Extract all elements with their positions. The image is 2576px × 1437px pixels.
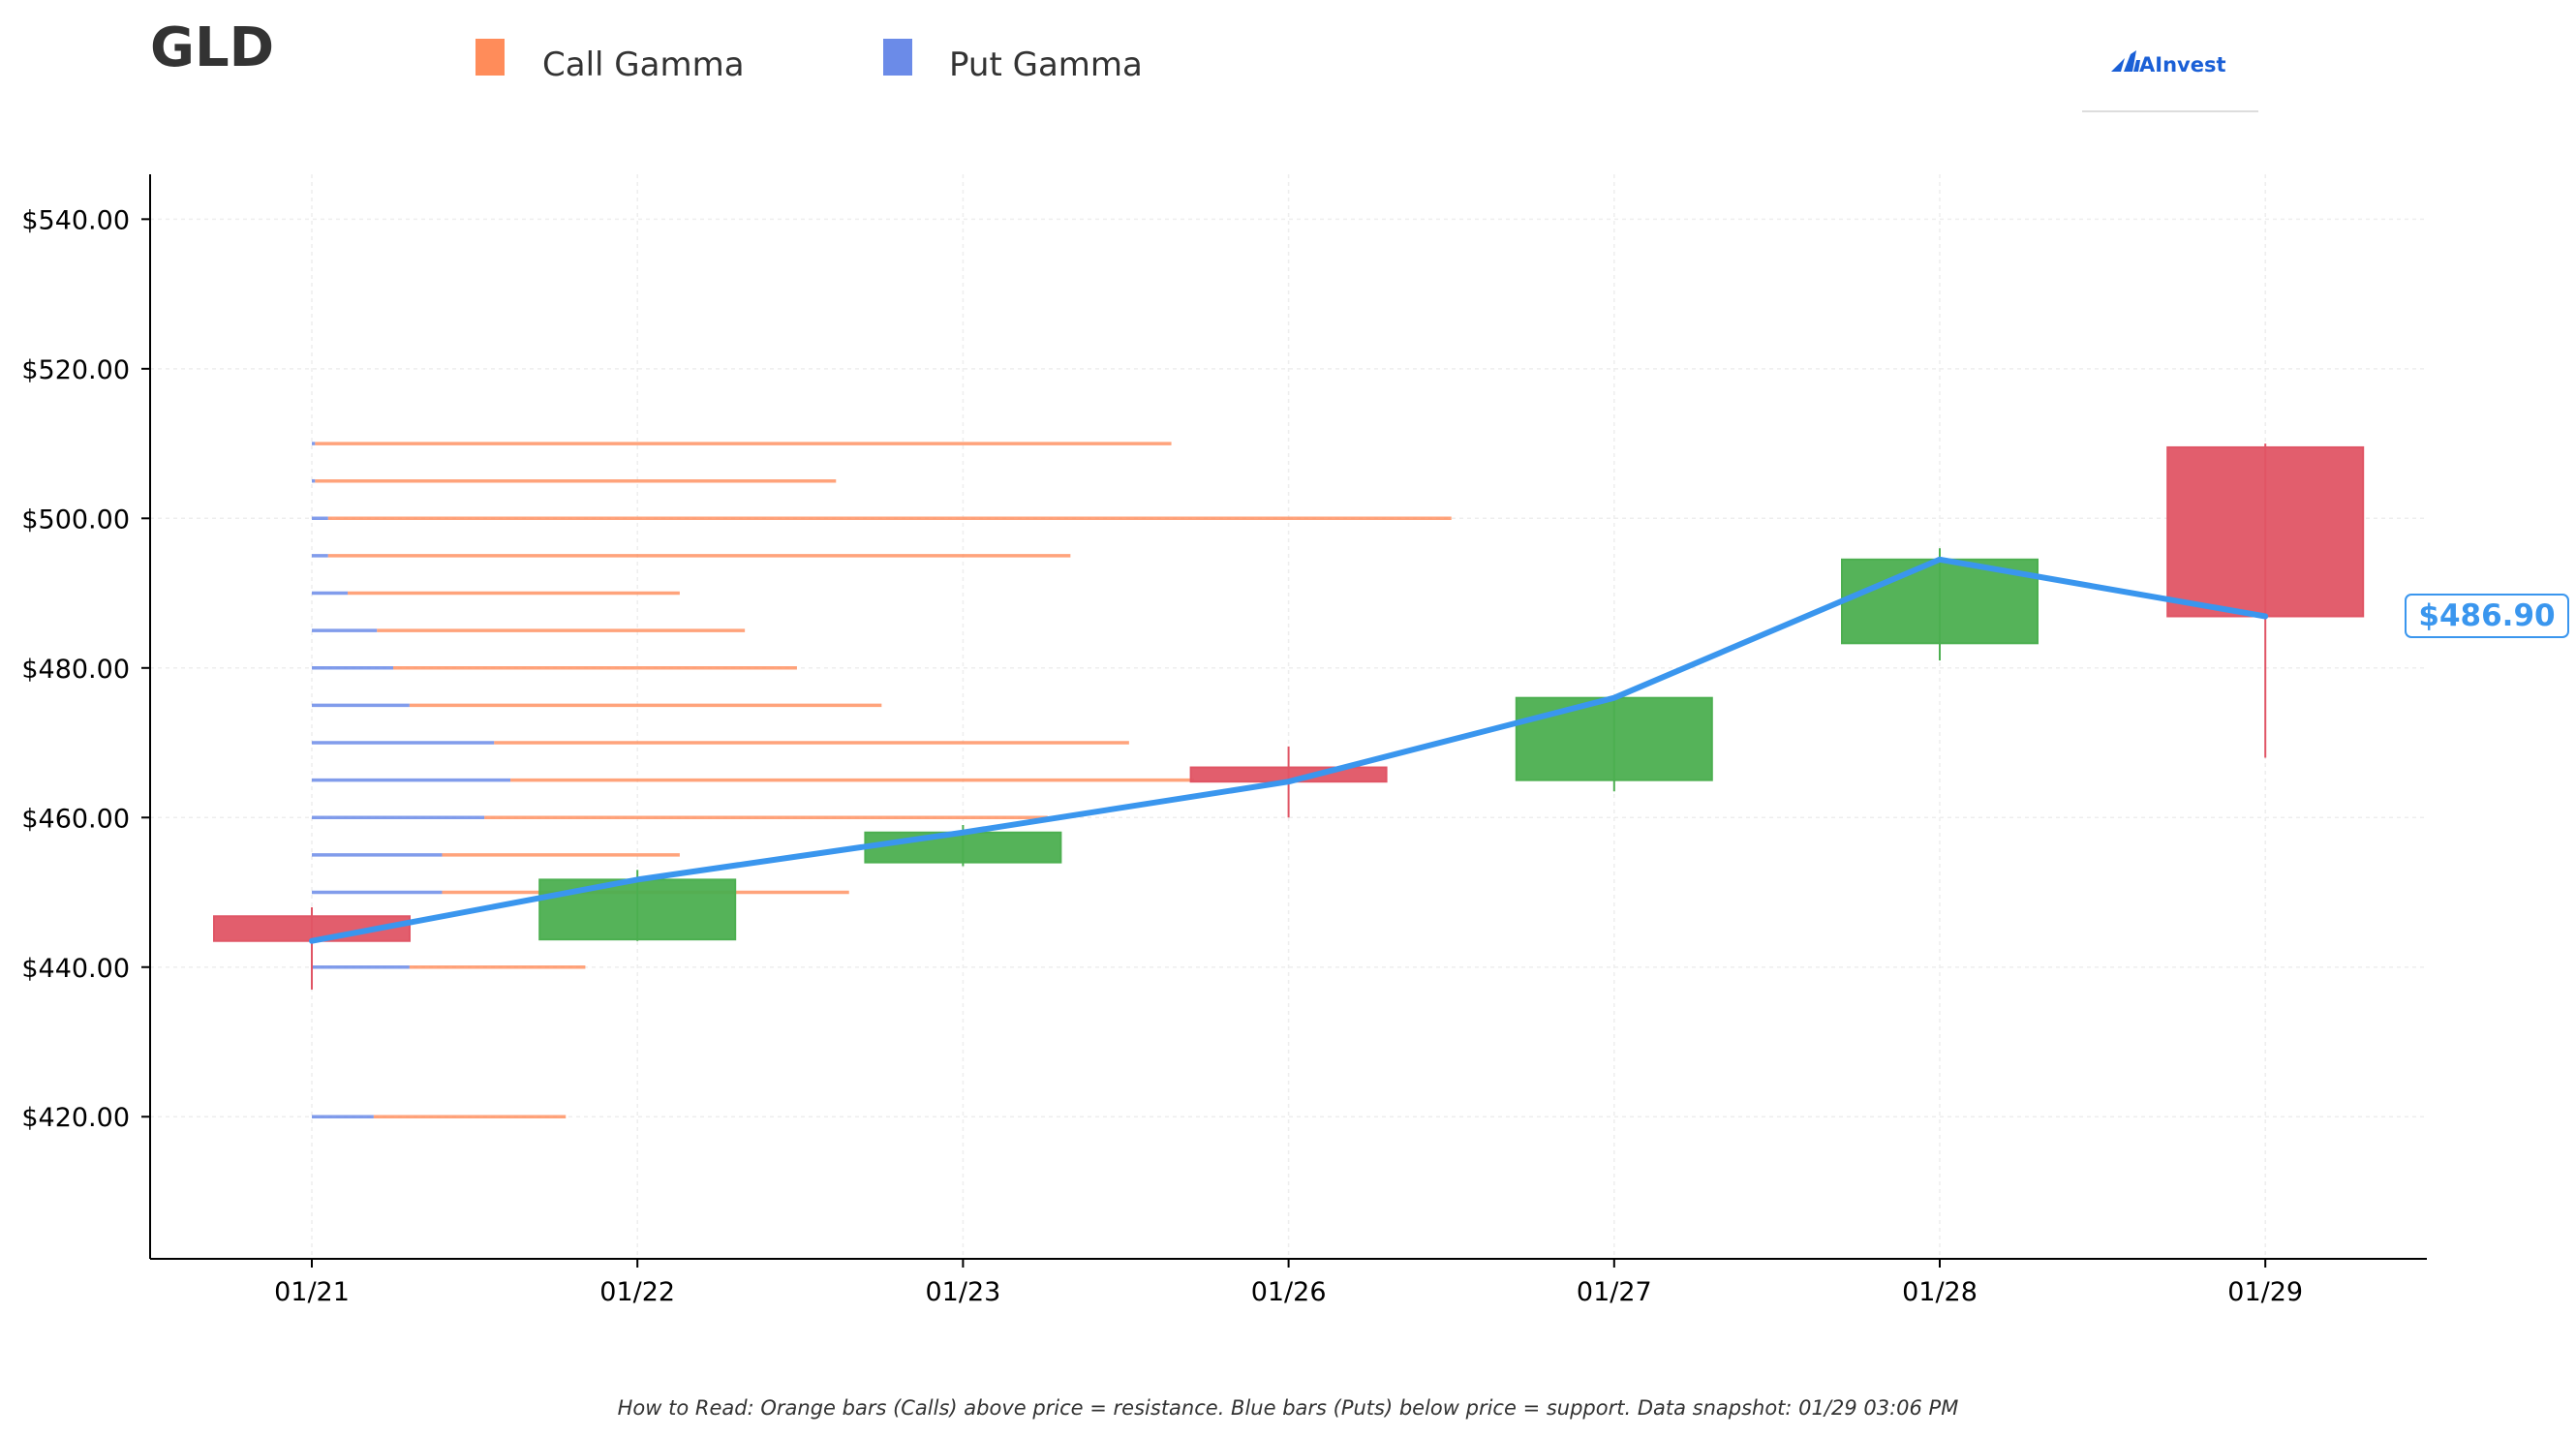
y-tick-label: $460.00 (21, 804, 130, 834)
y-tick-label: $420.00 (21, 1103, 130, 1133)
current-price-label: $486.90 (2418, 598, 2555, 633)
x-tick-label: 01/22 (599, 1277, 675, 1307)
x-tick-label: 01/23 (925, 1277, 1000, 1307)
legend-call-swatch (475, 39, 505, 76)
x-tick-label: 01/21 (274, 1277, 350, 1307)
y-tick-label: $540.00 (21, 205, 130, 235)
axes: $420.00 $440.00 $460.00 $480.00 $500.00 $520.… (21, 174, 2427, 1307)
price-line-layer (309, 556, 2269, 944)
current-price-badge: $486.90 (2405, 594, 2569, 638)
candle-body (538, 878, 737, 941)
price-line (309, 556, 2269, 944)
candle-body (864, 831, 1062, 864)
grid (150, 174, 2427, 1259)
footnote: How to Read: Orange bars (Calls) above p… (618, 1396, 1959, 1420)
legend-call-label: Call Gamma (542, 46, 745, 84)
x-tick-label: 01/27 (1577, 1277, 1652, 1307)
gamma-bars (312, 442, 1452, 1118)
x-tick-label: 01/26 (1251, 1277, 1327, 1307)
logo-text: AInvest (2139, 53, 2226, 76)
chart-title: GLD (150, 16, 274, 79)
y-tick-label: $440.00 (21, 954, 130, 984)
y-tick-label: $500.00 (21, 504, 130, 535)
legend-put-swatch (883, 39, 912, 76)
candle-body (2166, 445, 2365, 618)
y-tick-label: $480.00 (21, 655, 130, 685)
y-tick-label: $520.00 (21, 355, 130, 385)
logo-chart-icon (2111, 50, 2140, 72)
ainvest-logo: AInvest (2082, 50, 2258, 112)
candle-body (1515, 696, 1713, 781)
x-tick-label: 01/29 (2227, 1277, 2303, 1307)
x-tick-label: 01/28 (1902, 1277, 1978, 1307)
current-price-box (2405, 594, 2569, 638)
legend-put-label: Put Gamma (949, 46, 1143, 84)
